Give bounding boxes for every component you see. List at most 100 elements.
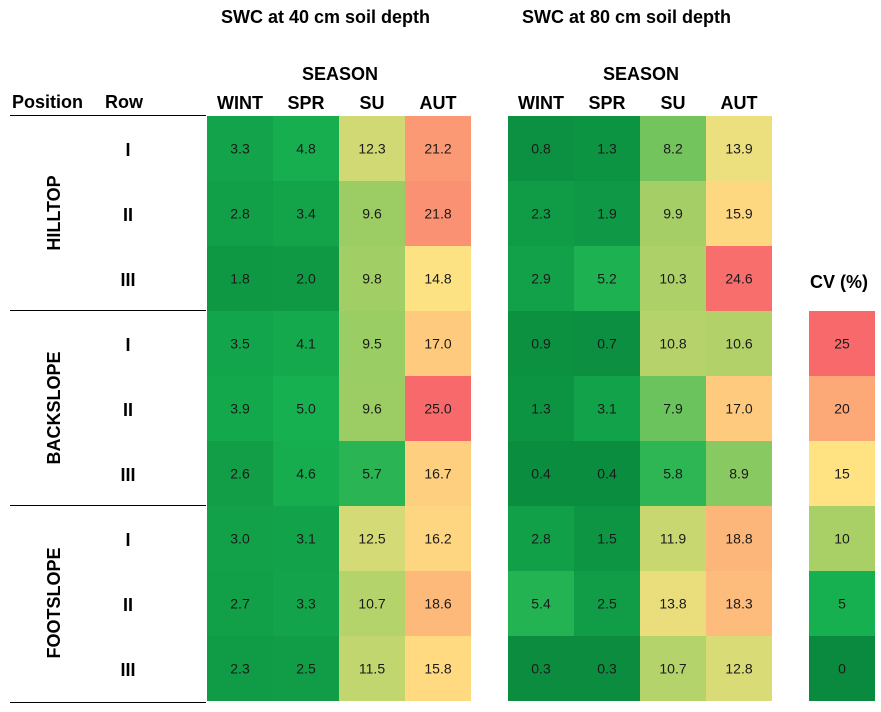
heatmap-cell-80cm-r9-su-label: 10.7 — [659, 661, 686, 677]
heatmap-cell-80cm-r5-aut-label: 17.0 — [725, 401, 752, 417]
heatmap-cell-80cm-r7-su — [640, 506, 706, 571]
heatmap-cell-40cm-r1-su-label: 12.3 — [358, 141, 385, 157]
heatmap-cell-80cm-r1-wint-label: 0.8 — [531, 141, 551, 157]
heatmap-cell-40cm-r3-wint — [207, 246, 273, 311]
heatmap-cell-40cm-r3-spr-label: 2.0 — [296, 271, 316, 287]
heatmap-cell-80cm-r7-aut — [706, 506, 772, 571]
heatmap-cell-80cm-r5-wint — [508, 376, 574, 441]
season-label-40: SEASON — [301, 64, 379, 84]
heatmap-cell-40cm-r8-wint — [207, 571, 273, 636]
title-80cm: SWC at 80 cm soil depth — [522, 7, 732, 27]
heatmap-cell-80cm-r2-wint-label: 2.3 — [531, 206, 551, 222]
heatmap-cell-80cm-r9-aut-label: 12.8 — [725, 661, 752, 677]
heatmap-cell-80cm-r7-spr-label: 1.5 — [597, 531, 617, 547]
heatmap-cell-80cm-r4-su-label: 10.8 — [659, 336, 686, 352]
heatmap-cell-40cm-r3-wint-label: 1.8 — [230, 271, 250, 287]
heatmap-cell-40cm-r5-su-label: 9.6 — [362, 401, 382, 417]
heatmap-cell-80cm-r4-spr-label: 0.7 — [597, 336, 617, 352]
heatmap-cell-80cm-r5-spr-label: 3.1 — [597, 401, 617, 417]
heatmap-cell-80cm-r1-wint — [508, 116, 574, 181]
heatmap-cell-40cm-r8-su — [339, 571, 405, 636]
row-label-footslope-3: III — [120, 660, 136, 680]
heatmap-cell-40cm-r4-spr-label: 4.1 — [296, 336, 316, 352]
heatmap-cell-40cm-r5-spr — [273, 376, 339, 441]
heatmap-cell-40cm-r7-wint — [207, 506, 273, 571]
heatmap-cell-40cm-r6-spr-label: 4.6 — [296, 466, 316, 482]
heatmap-cell-80cm-r8-su — [640, 571, 706, 636]
heatmap-cell-40cm-r6-aut — [405, 441, 471, 506]
heatmap-cell-80cm-r3-wint — [508, 246, 574, 311]
season-header-wint-40: WINT — [217, 93, 263, 113]
heatmap-cell-80cm-r8-wint — [508, 571, 574, 636]
heatmap-cell-40cm-r7-aut-label: 16.2 — [424, 531, 451, 547]
heatmap-cell-80cm-r7-wint-label: 2.8 — [531, 531, 551, 547]
row-label-hilltop-2: II — [122, 205, 133, 225]
heatmap-cell-40cm-r2-spr — [273, 181, 339, 246]
heatmap-cell-40cm-r8-su-label: 10.7 — [358, 596, 385, 612]
heatmap-cell-40cm-r2-wint — [207, 181, 273, 246]
heatmap-cell-40cm-r3-su — [339, 246, 405, 311]
heatmap-cell-40cm-r7-spr — [273, 506, 339, 571]
heatmap-cell-80cm-r2-spr-label: 1.9 — [597, 206, 617, 222]
heatmap-cell-80cm-r4-wint-label: 0.9 — [531, 336, 551, 352]
heatmap-cell-40cm-r2-aut — [405, 181, 471, 246]
legend-swatch-0 — [809, 636, 875, 701]
heatmap-cell-40cm-r9-wint — [207, 636, 273, 701]
heatmap-cell-80cm-r4-su — [640, 311, 706, 376]
row-label-backslope-1: I — [125, 335, 131, 355]
heatmap-cell-80cm-r4-aut-label: 10.6 — [725, 336, 752, 352]
row-label-hilltop-1: I — [125, 140, 131, 160]
heatmap-cell-80cm-r2-spr — [574, 181, 640, 246]
heatmap-cell-40cm-r6-spr — [273, 441, 339, 506]
heatmap-cell-40cm-r6-wint-label: 2.6 — [230, 466, 250, 482]
season-header-wint-80: WINT — [518, 93, 564, 113]
heatmap-cell-80cm-r9-su — [640, 636, 706, 701]
heatmap-cell-40cm-r1-spr-label: 4.8 — [296, 141, 316, 157]
heatmap-cell-80cm-r8-su-label: 13.8 — [659, 596, 686, 612]
heatmap-cell-40cm-r1-wint — [207, 116, 273, 181]
heatmap-cell-40cm-r2-spr-label: 3.4 — [296, 206, 316, 222]
heatmap-cell-80cm-r9-spr-label: 0.3 — [597, 661, 617, 677]
heatmap-cell-40cm-r9-aut — [405, 636, 471, 701]
heatmap-cell-40cm-r6-su — [339, 441, 405, 506]
heatmap-cell-40cm-r4-aut-label: 17.0 — [424, 336, 451, 352]
heatmap-cell-40cm-r6-wint — [207, 441, 273, 506]
heatmap-cell-80cm-r4-spr — [574, 311, 640, 376]
heatmap-cell-40cm-r4-spr — [273, 311, 339, 376]
row-label-footslope-1: I — [125, 530, 131, 550]
separator-top — [10, 115, 206, 116]
heatmap-cell-40cm-r6-aut-label: 16.7 — [424, 466, 451, 482]
heatmap-cell-40cm-r1-aut — [405, 116, 471, 181]
heatmap-cell-40cm-r5-wint — [207, 376, 273, 441]
heatmap-cell-80cm-r6-spr-label: 0.4 — [597, 466, 617, 482]
heatmap-cell-80cm-r5-su — [640, 376, 706, 441]
heatmap-cell-40cm-r5-su — [339, 376, 405, 441]
season-label-80: SEASON — [602, 64, 680, 84]
legend-swatch-25-label: 25 — [834, 336, 850, 352]
heatmap-cell-80cm-r3-su — [640, 246, 706, 311]
heatmap-cell-80cm-r8-spr-label: 2.5 — [597, 596, 617, 612]
row-label-footslope-2: II — [122, 595, 133, 615]
heatmap-cell-40cm-r4-su — [339, 311, 405, 376]
heatmap-cell-80cm-r1-aut — [706, 116, 772, 181]
heatmap-cell-40cm-r4-su-label: 9.5 — [362, 336, 382, 352]
heatmap-cell-40cm-r8-spr — [273, 571, 339, 636]
heatmap-cell-40cm-r7-aut — [405, 506, 471, 571]
season-header-spr-80: SPR — [588, 93, 626, 113]
row-label-hilltop-3: III — [120, 270, 136, 290]
legend-title: CV (%) — [810, 272, 868, 292]
heatmap-cell-40cm-r9-su — [339, 636, 405, 701]
legend-swatch-10 — [809, 506, 875, 571]
heatmap-cell-40cm-r2-wint-label: 2.8 — [230, 206, 250, 222]
heatmap-cell-80cm-r9-spr — [574, 636, 640, 701]
heatmap-cell-80cm-r1-su — [640, 116, 706, 181]
legend-swatch-5 — [809, 571, 875, 636]
row-label-backslope-3: III — [120, 465, 136, 485]
heatmap-cell-40cm-r9-spr-label: 2.5 — [296, 661, 316, 677]
heatmap-cell-80cm-r2-aut-label: 15.9 — [725, 206, 752, 222]
heatmap-cell-80cm-r5-wint-label: 1.3 — [531, 401, 551, 417]
heatmap-cell-40cm-r8-wint-label: 2.7 — [230, 596, 250, 612]
row-header: Row — [105, 92, 143, 112]
legend-swatch-20 — [809, 376, 875, 441]
heatmap-cell-40cm-r4-wint — [207, 311, 273, 376]
